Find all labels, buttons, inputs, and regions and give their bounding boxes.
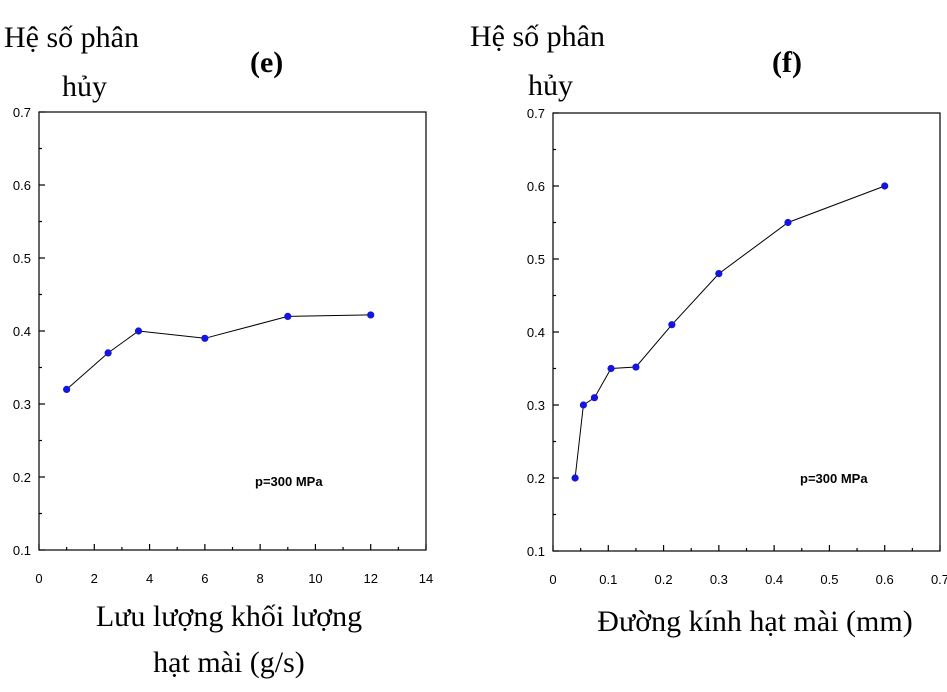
x-tick-label: 0 (35, 571, 42, 586)
data-point (134, 327, 143, 335)
x-tick-labels-f: 0 0.1 0.2 0.3 0.4 0.5 0.6 0.7 (549, 572, 947, 587)
data-point (607, 364, 615, 373)
data-point (201, 334, 209, 342)
x-tick-label: 14 (419, 571, 433, 586)
data-point (715, 270, 723, 278)
y-tick-label: 0.2 (13, 470, 31, 485)
x-tick-label: 0.4 (765, 572, 783, 587)
data-points-f (571, 182, 889, 482)
x-tick-label: 8 (257, 571, 264, 586)
panel-label-e: (e) (250, 46, 283, 79)
x-tick-label: 4 (146, 571, 153, 586)
y-tick-label: 0.2 (527, 471, 545, 486)
y-tick-label: 0.6 (527, 179, 545, 194)
pressure-annotation-e: p=300 MPa (255, 474, 323, 489)
plot-frame-f (552, 112, 941, 552)
data-point (881, 182, 889, 190)
x-tick-labels-e: 0 2 4 6 8 10 12 14 (35, 571, 433, 586)
y-axis-title-line2-e: hủy (62, 70, 107, 103)
x-tick-label: 0 (549, 572, 556, 587)
data-point (590, 394, 599, 402)
data-point (284, 312, 292, 320)
y-axis-title-line2-f: hủy (528, 69, 573, 102)
pressure-annotation-f: p=300 MPa (800, 471, 868, 486)
data-point (784, 218, 792, 227)
x-tick-label: 12 (363, 571, 377, 586)
axis-ticks-e (38, 111, 427, 551)
chart-panel-f: Hệ số phân hủy (f) 0.1 0.2 0.3 0.4 0.5 0.6 0.7… (470, 20, 947, 638)
y-tick-label: 0.7 (527, 106, 545, 121)
y-tick-label: 0.1 (13, 543, 31, 558)
x-tick-label: 0.7 (931, 572, 947, 587)
y-tick-label: 0.6 (13, 178, 31, 193)
y-tick-label: 0.3 (13, 397, 31, 412)
data-point (367, 311, 375, 319)
x-tick-label: 0.6 (876, 572, 894, 587)
data-points-e (63, 311, 375, 393)
y-axis-title-line1-f: Hệ số phân (470, 20, 605, 53)
series-line-e (66, 314, 371, 390)
x-axis-title-line2-e: hạt mài (g/s) (153, 646, 305, 679)
y-tick-label: 0.4 (13, 324, 31, 339)
series-line-f (574, 185, 885, 479)
y-tick-label: 0.5 (527, 252, 545, 267)
y-tick-labels-e: 0.1 0.2 0.3 0.4 0.5 0.6 0.7 (13, 105, 31, 558)
y-tick-label: 0.7 (13, 105, 31, 120)
x-axis-title-f: Đường kính hạt mài (mm) (597, 605, 912, 638)
data-point (632, 363, 640, 371)
y-axis-title-line1-e: Hệ số phân (4, 21, 139, 54)
data-point (579, 401, 588, 409)
x-tick-label: 0.2 (655, 572, 673, 587)
x-tick-label: 0.5 (820, 572, 838, 587)
chart-panel-e: Hệ số phân hủy (e) 0.1 0.2 0.3 0.4 0.5 0.6 0.7… (4, 21, 433, 679)
y-tick-label: 0.5 (13, 251, 31, 266)
x-tick-label: 10 (308, 571, 322, 586)
y-tick-labels-f: 0.1 0.2 0.3 0.4 0.5 0.6 0.7 (527, 106, 545, 559)
x-tick-label: 0.3 (710, 572, 728, 587)
x-tick-label: 0.1 (599, 572, 617, 587)
y-tick-label: 0.1 (527, 544, 545, 559)
x-axis-title-line1-e: Lưu lượng khối lượng (96, 600, 362, 633)
data-point (571, 474, 579, 482)
x-tick-label: 6 (201, 571, 208, 586)
axis-ticks-f (552, 112, 941, 552)
panel-label-f: (f) (772, 46, 802, 79)
y-tick-label: 0.3 (527, 398, 545, 413)
data-point (668, 321, 676, 329)
data-point (63, 385, 71, 393)
x-tick-label: 2 (91, 571, 98, 586)
y-tick-label: 0.4 (527, 325, 545, 340)
data-point (104, 349, 112, 357)
